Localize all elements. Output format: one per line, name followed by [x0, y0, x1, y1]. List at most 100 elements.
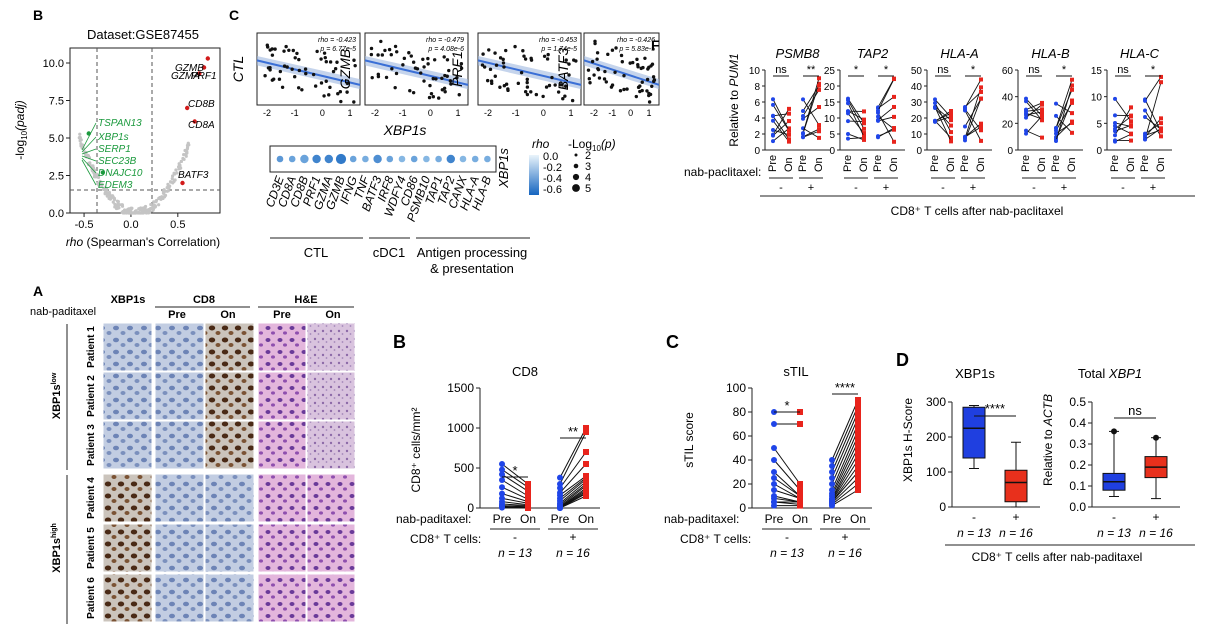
gene-point — [182, 153, 186, 157]
gene-point — [124, 211, 129, 215]
scatter-point — [529, 90, 533, 94]
pre-point — [499, 461, 505, 467]
box1-ylabel: XBP1s H-Score — [901, 398, 915, 482]
scatter-point — [485, 78, 490, 83]
paired-line — [831, 489, 859, 507]
scatter-point — [323, 55, 327, 60]
labeled-gene-point — [100, 170, 106, 175]
gene-point — [110, 194, 115, 198]
y-tick-label: 10.0 — [43, 58, 64, 70]
pre-point — [557, 474, 563, 481]
on-point — [855, 487, 861, 493]
gene-point — [161, 189, 165, 193]
gene-point — [103, 192, 107, 196]
scatter-point — [547, 83, 552, 88]
y-tick-label: 6 — [754, 98, 760, 109]
paired-line — [1025, 98, 1043, 117]
scatter-point — [411, 60, 416, 64]
y-tick-label: 0 — [739, 501, 746, 515]
scatter-point — [411, 90, 416, 95]
scatter-point — [304, 71, 308, 76]
y-tick-label: 10 — [824, 114, 836, 125]
on-point — [979, 125, 983, 130]
group-sign: - — [779, 182, 783, 194]
group-sign: + — [808, 182, 814, 194]
pre-point — [1024, 115, 1028, 120]
legend-rho-tick: -0.6 — [543, 184, 562, 196]
y-tick-label: 4 — [754, 114, 760, 125]
pre-point — [1054, 113, 1058, 118]
pre-point — [1113, 123, 1117, 128]
scatter-point — [387, 47, 392, 52]
paired-line — [1025, 108, 1043, 112]
on-point — [892, 77, 896, 82]
ihc-image-tile — [154, 523, 205, 573]
legend-p-tick: 3 — [585, 161, 591, 173]
paired-line — [1144, 127, 1162, 140]
paired-line — [831, 417, 859, 479]
y-tick-label: 20 — [824, 82, 836, 93]
scatter-point — [651, 75, 656, 79]
scatter-point — [541, 94, 545, 99]
paired-line — [831, 447, 859, 499]
scatter-gene-label: GZMB — [337, 49, 353, 89]
y-tick-label: 100 — [926, 465, 946, 479]
scatter-point — [567, 62, 571, 66]
y-tick-label: 40 — [911, 82, 923, 93]
gene-point — [149, 202, 153, 207]
scatter-point — [504, 48, 508, 53]
regression-line — [256, 59, 361, 86]
paired-line — [964, 79, 982, 109]
y-tick-label: 10 — [911, 130, 923, 141]
on-point — [817, 129, 821, 134]
paired-line — [1144, 116, 1162, 130]
scatter-point — [413, 66, 418, 70]
on-point — [787, 119, 791, 124]
scatter-point — [613, 70, 617, 74]
pre-point — [846, 109, 850, 114]
scatter-x-tick: -1 — [512, 108, 520, 118]
paired-line — [1055, 102, 1073, 131]
scatter-point — [449, 82, 453, 86]
scatter-point — [296, 86, 301, 90]
paired-line — [773, 483, 801, 499]
scatter-point — [455, 75, 459, 80]
scatter-point — [513, 44, 517, 49]
y-tick-label: 20 — [911, 114, 923, 125]
scatter-point — [273, 47, 277, 51]
paired-line — [1144, 76, 1162, 102]
paired-line — [501, 503, 529, 507]
y-tick-label: 0 — [916, 146, 922, 157]
paired-line — [501, 501, 529, 506]
scatter-x-tick: -1 — [291, 108, 299, 118]
labeled-gene-point — [205, 56, 211, 61]
scatter-point — [622, 87, 626, 92]
y-tick-label: 60 — [733, 429, 747, 443]
scatter-point — [493, 51, 497, 55]
scatter-point — [369, 52, 374, 57]
scatter-point — [640, 80, 644, 84]
scatter-point — [634, 94, 639, 99]
paired-line — [831, 399, 859, 461]
scatter-point — [545, 57, 550, 61]
gene-point — [168, 180, 173, 184]
ihc-image-tile — [102, 371, 153, 421]
gene-point — [186, 141, 190, 145]
ihc-sub-pre: Pre — [168, 309, 186, 321]
dot-mark — [324, 154, 333, 164]
volcano-x-axis: -0.5 0.0 0.5 — [75, 213, 185, 231]
paired-line — [559, 451, 587, 489]
on-point — [1040, 100, 1044, 105]
pre-point — [557, 505, 563, 511]
scatter-point — [493, 74, 497, 78]
on-point — [797, 421, 803, 427]
scatter-point — [652, 79, 656, 84]
gene-point — [106, 193, 110, 197]
on-point — [1159, 116, 1163, 121]
sig-label: **** — [835, 380, 855, 395]
pre-point — [829, 481, 835, 487]
paired-line — [559, 485, 587, 507]
on-point — [1159, 80, 1163, 85]
scatter-point — [482, 65, 487, 69]
ihc-row-label: nab-paditaxel — [30, 306, 96, 318]
